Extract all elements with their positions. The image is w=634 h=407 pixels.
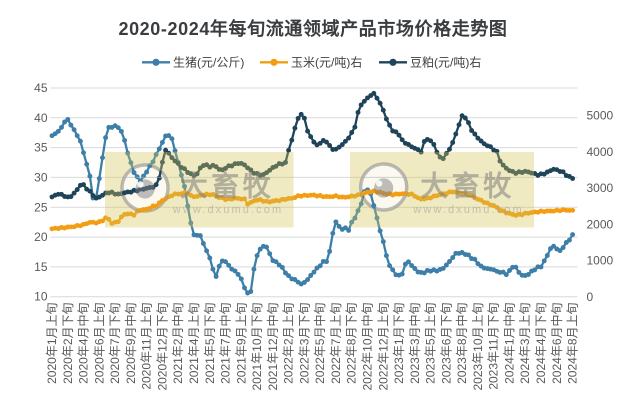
svg-text:2024年3月上旬: 2024年3月上旬 bbox=[518, 303, 532, 384]
svg-text:2022年8月下旬: 2022年8月下旬 bbox=[345, 303, 359, 384]
svg-text:2021年10月下旬: 2021年10月下旬 bbox=[250, 303, 264, 391]
svg-text:2020年12月下旬: 2020年12月下旬 bbox=[155, 303, 169, 391]
svg-text:15: 15 bbox=[34, 260, 48, 274]
svg-text:2023年8月中旬: 2023年8月中旬 bbox=[454, 302, 469, 383]
svg-text:2022年3月下旬: 2022年3月下旬 bbox=[297, 303, 311, 384]
svg-text:2023年5月上旬: 2023年5月上旬 bbox=[424, 303, 438, 384]
svg-text:2021年2月中旬: 2021年2月中旬 bbox=[170, 303, 185, 384]
svg-text:豆粕(元/吨)右: 豆粕(元/吨)右 bbox=[410, 55, 481, 70]
svg-text:生猪(元/公斤): 生猪(元/公斤) bbox=[173, 56, 244, 70]
svg-text:30: 30 bbox=[34, 170, 48, 184]
svg-text:2020年1月上旬: 2020年1月上旬 bbox=[45, 303, 59, 384]
svg-text:5000: 5000 bbox=[587, 109, 614, 123]
svg-text:20: 20 bbox=[34, 230, 48, 244]
svg-text:大畜牧: 大畜牧 bbox=[420, 170, 515, 202]
svg-text:2020年7月下旬: 2020年7月下旬 bbox=[108, 303, 122, 384]
svg-text:1000: 1000 bbox=[587, 254, 614, 268]
svg-text:2022年2月上旬: 2022年2月上旬 bbox=[282, 303, 296, 384]
svg-text:玉米(元/吨)右: 玉米(元/吨)右 bbox=[291, 55, 362, 70]
svg-text:2020年9月中旬: 2020年9月中旬 bbox=[123, 303, 138, 384]
svg-text:大畜牧: 大畜牧 bbox=[180, 170, 275, 202]
svg-text:2024年4月下旬: 2024年4月下旬 bbox=[534, 303, 548, 384]
svg-text:2022年12月上旬: 2022年12月上旬 bbox=[376, 303, 390, 391]
svg-text:2024年8月上旬: 2024年8月上旬 bbox=[566, 303, 580, 384]
svg-text:2021年12月中旬: 2021年12月中旬 bbox=[265, 303, 280, 391]
svg-text:0: 0 bbox=[587, 290, 594, 304]
svg-text:2020-2024年每旬流通领域产品市场价格走势图: 2020-2024年每旬流通领域产品市场价格走势图 bbox=[118, 18, 507, 39]
svg-text:2021年4月上旬: 2021年4月上旬 bbox=[187, 303, 201, 384]
svg-text:2022年10月中旬: 2022年10月中旬 bbox=[360, 303, 375, 391]
svg-text:40: 40 bbox=[34, 111, 48, 125]
svg-text:2020年4月中旬: 2020年4月中旬 bbox=[76, 303, 91, 384]
svg-text:2020年6月上旬: 2020年6月上旬 bbox=[92, 303, 106, 384]
svg-text:www.dxumu.com: www.dxumu.com bbox=[172, 204, 283, 216]
svg-text:2022年5月中旬: 2022年5月中旬 bbox=[312, 303, 327, 384]
svg-text:2021年5月下旬: 2021年5月下旬 bbox=[203, 303, 217, 384]
svg-text:4000: 4000 bbox=[587, 145, 614, 159]
svg-text:2023年6月下旬: 2023年6月下旬 bbox=[439, 303, 453, 384]
svg-text:25: 25 bbox=[34, 200, 48, 214]
svg-text:10: 10 bbox=[34, 290, 48, 304]
svg-text:45: 45 bbox=[34, 81, 48, 95]
svg-text:2020年2月下旬: 2020年2月下旬 bbox=[61, 303, 75, 384]
svg-text:35: 35 bbox=[34, 141, 48, 155]
svg-text:2023年3月中旬: 2023年3月中旬 bbox=[407, 303, 422, 384]
svg-text:2023年10月上旬: 2023年10月上旬 bbox=[471, 303, 485, 391]
svg-text:www.dxumu.com: www.dxumu.com bbox=[412, 204, 523, 216]
svg-text:3000: 3000 bbox=[587, 181, 614, 195]
svg-text:2022年7月上旬: 2022年7月上旬 bbox=[329, 303, 343, 384]
svg-text:2023年11月下旬: 2023年11月下旬 bbox=[487, 303, 501, 390]
svg-text:2024年6月中旬: 2024年6月中旬 bbox=[549, 303, 564, 384]
svg-text:2020年11月上旬: 2020年11月上旬 bbox=[140, 303, 154, 390]
svg-text:2023年1月下旬: 2023年1月下旬 bbox=[392, 303, 406, 384]
svg-text:2021年7月中旬: 2021年7月中旬 bbox=[218, 303, 233, 384]
svg-text:2024年1月中旬: 2024年1月中旬 bbox=[502, 303, 517, 384]
svg-text:2000: 2000 bbox=[587, 218, 614, 232]
svg-text:2021年9月上旬: 2021年9月上旬 bbox=[234, 303, 248, 384]
